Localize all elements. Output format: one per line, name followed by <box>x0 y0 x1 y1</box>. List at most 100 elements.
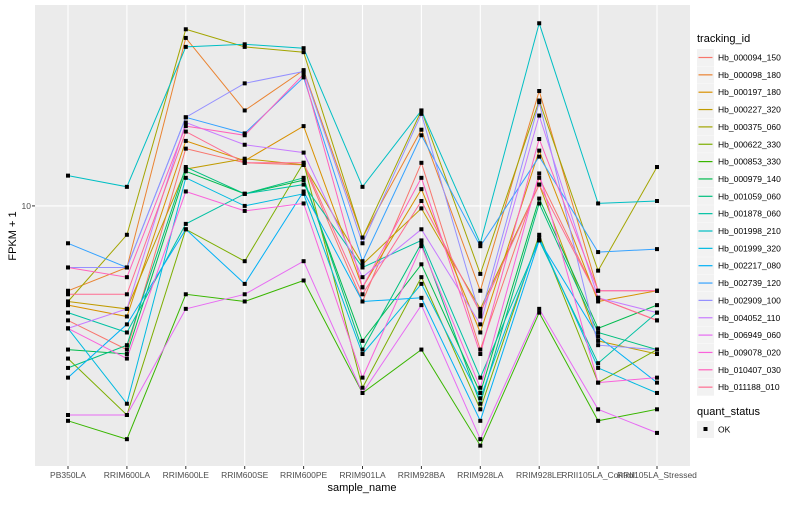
legend-label: Hb_002909_100 <box>718 295 781 305</box>
data-point-Hb_000227_320 <box>183 167 188 172</box>
data-point-Hb_001998_210 <box>537 21 542 26</box>
data-point-Hb_000853_330 <box>655 407 659 412</box>
data-point-Hb_002909_100 <box>301 69 306 74</box>
data-point-Hb_006949_060 <box>419 303 424 308</box>
data-point-Hb_001878_060 <box>301 182 306 187</box>
data-point-Hb_001998_210 <box>655 199 659 204</box>
x-tick-label: RRIM928LE <box>516 470 563 480</box>
data-point-Hb_001999_320 <box>301 191 306 196</box>
data-point-Hb_000622_330 <box>66 356 70 361</box>
data-point-Hb_002739_120 <box>301 75 306 80</box>
data-point-Hb_001999_320 <box>242 203 247 208</box>
data-point-Hb_001998_210 <box>183 44 188 49</box>
data-point-Hb_000098_180 <box>419 127 424 132</box>
data-point-Hb_002739_120 <box>360 259 365 264</box>
x-tick-label: RRIM600LE <box>163 470 210 480</box>
legend-label: Hb_001998_210 <box>718 226 781 236</box>
data-point-Hb_004052_110 <box>419 227 424 232</box>
data-point-Hb_010407_030 <box>478 352 483 357</box>
legend-label: Hb_000622_330 <box>718 139 781 149</box>
data-point-Hb_000375_060 <box>301 50 306 55</box>
data-point-Hb_002909_100 <box>183 115 188 120</box>
data-point-Hb_000375_060 <box>242 44 247 49</box>
data-point-Hb_002217_080 <box>360 299 365 304</box>
data-point-Hb_002217_080 <box>478 418 483 423</box>
data-point-Hb_000094_150 <box>124 347 129 352</box>
legend-label: Hb_001059_060 <box>718 191 781 201</box>
x-tick-label: RRII105LA_Control <box>561 470 635 480</box>
data-point-Hb_000853_330 <box>419 347 424 352</box>
data-point-Hb_001059_060 <box>537 201 542 206</box>
data-point-Hb_011188_010 <box>66 292 70 297</box>
data-point-Hb_001998_210 <box>301 46 306 51</box>
data-point-Hb_000375_060 <box>183 27 188 32</box>
data-point-Hb_001878_060 <box>596 361 601 366</box>
data-point-Hb_000853_330 <box>183 292 188 297</box>
data-point-Hb_001059_060 <box>596 330 601 335</box>
data-point-Hb_010407_030 <box>537 137 542 142</box>
data-point-Hb_009078_020 <box>183 189 188 194</box>
x-tick-label: PB350LA <box>50 470 86 480</box>
data-point-Hb_000094_150 <box>537 175 542 180</box>
legend-label: Hb_000979_140 <box>718 174 781 184</box>
data-point-Hb_000098_180 <box>478 288 483 293</box>
data-point-Hb_004052_110 <box>655 310 659 315</box>
data-point-Hb_001999_320 <box>360 352 365 357</box>
x-tick-label: RRIM928LA <box>457 470 504 480</box>
data-point-Hb_000098_180 <box>183 35 188 40</box>
legend-label: Hb_000853_330 <box>718 157 781 167</box>
legend-label: Hb_002739_120 <box>718 278 781 288</box>
data-point-Hb_009078_020 <box>66 326 70 331</box>
data-point-Hb_000853_330 <box>478 443 483 448</box>
data-point-Hb_001059_060 <box>66 365 70 370</box>
data-point-Hb_006949_060 <box>66 413 70 418</box>
data-point-Hb_006949_060 <box>360 390 365 395</box>
data-point-Hb_001878_060 <box>360 265 365 270</box>
data-point-Hb_009078_020 <box>419 244 424 249</box>
data-point-Hb_000375_060 <box>124 232 129 237</box>
data-point-Hb_009078_020 <box>655 375 659 380</box>
data-point-Hb_000979_140 <box>419 262 424 267</box>
data-point-Hb_001999_320 <box>183 175 188 180</box>
data-point-Hb_001878_060 <box>124 330 129 335</box>
data-point-Hb_011188_010 <box>537 182 542 187</box>
data-point-Hb_001998_210 <box>478 241 483 246</box>
data-point-Hb_000227_320 <box>242 156 247 161</box>
data-point-Hb_002909_100 <box>124 265 129 270</box>
data-point-Hb_004052_110 <box>301 150 306 155</box>
data-point-Hb_009078_020 <box>596 380 601 385</box>
data-point-Hb_004052_110 <box>242 142 247 147</box>
data-points <box>66 21 659 448</box>
legend-label: Hb_004052_110 <box>718 313 781 323</box>
data-point-Hb_000098_180 <box>66 288 70 293</box>
x-tick-label: RRIM928BA <box>398 470 446 480</box>
data-point-Hb_000622_330 <box>242 259 247 264</box>
data-point-Hb_011188_010 <box>478 310 483 315</box>
data-point-Hb_000979_140 <box>183 169 188 174</box>
data-point-Hb_001998_210 <box>360 184 365 189</box>
data-point-Hb_006949_060 <box>124 413 129 418</box>
data-point-Hb_002909_100 <box>655 347 659 352</box>
data-point-Hb_001999_320 <box>124 401 129 406</box>
data-point-Hb_004052_110 <box>478 322 483 327</box>
data-point-Hb_000197_180 <box>66 303 70 308</box>
data-point-Hb_004052_110 <box>360 275 365 280</box>
data-point-Hb_000375_060 <box>478 271 483 276</box>
data-point-Hb_001998_210 <box>66 173 70 178</box>
data-point-Hb_000979_140 <box>66 347 70 352</box>
data-point-Hb_001999_320 <box>419 281 424 286</box>
data-point-Hb_002739_120 <box>478 244 483 249</box>
data-point-Hb_001998_210 <box>124 184 129 189</box>
data-point-Hb_000979_140 <box>596 326 601 331</box>
data-point-Hb_010407_030 <box>66 265 70 270</box>
data-point-Hb_000227_320 <box>301 162 306 167</box>
data-point-Hb_000979_140 <box>537 196 542 201</box>
data-point-Hb_000197_180 <box>478 330 483 335</box>
data-point-Hb_010407_030 <box>419 175 424 180</box>
data-point-Hb_001059_060 <box>124 343 129 348</box>
data-point-Hb_002909_100 <box>360 241 365 246</box>
data-point-Hb_006949_060 <box>242 292 247 297</box>
data-point-Hb_001878_060 <box>183 221 188 226</box>
data-point-Hb_000979_140 <box>655 303 659 308</box>
data-point-Hb_000375_060 <box>596 268 601 273</box>
